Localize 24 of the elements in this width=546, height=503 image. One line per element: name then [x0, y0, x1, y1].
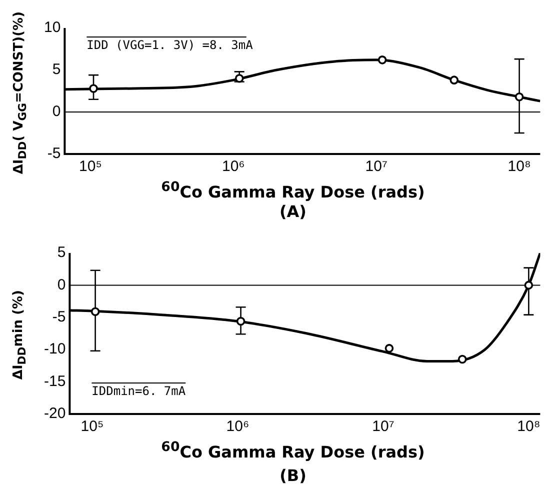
x-tick-label: 10⁵: [80, 418, 104, 436]
y-tick-label: -5: [47, 145, 61, 162]
x-axis-title: $^{60}$Co Gamma Ray Dose (rads): [160, 180, 426, 202]
text: (A): [278, 202, 308, 221]
x-tick-label: 10⁸: [508, 158, 531, 176]
x-tick-label: 10⁸: [517, 418, 540, 436]
annotation: IDDmin=6. 7mA: [92, 384, 186, 398]
y-tick-label: 10: [44, 19, 61, 36]
y-tick-label: -20: [44, 405, 66, 422]
y-tick-label: 0: [52, 103, 61, 120]
y-tick-label: 5: [52, 61, 61, 78]
x-tick-label: 10⁷: [365, 158, 388, 176]
x-tick-label: 10⁶: [226, 418, 250, 436]
text: (B): [278, 466, 308, 485]
x-tick-label: 10⁷: [372, 418, 394, 436]
y-tick-label: -5: [52, 308, 66, 326]
annotation: IDD (VGG=1. 3V) =8. 3mA: [86, 38, 254, 52]
y-tick-label: -10: [44, 340, 66, 358]
x-tick-label: 10⁶: [222, 158, 245, 176]
y-tick-label: 5: [57, 244, 66, 262]
y-tick-label: 0: [57, 276, 66, 294]
x-axis-title: $^{60}$Co Gamma Ray Dose (rads): [160, 440, 426, 462]
x-tick-label: 10⁵: [79, 158, 102, 176]
y-tick-label: -15: [44, 372, 66, 390]
